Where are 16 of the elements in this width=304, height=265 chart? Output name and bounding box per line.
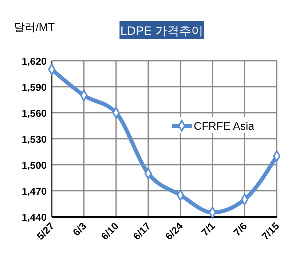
legend-label: CFRFE Asia	[194, 121, 256, 133]
x-tick-label: 7/6	[232, 221, 250, 239]
y-axis-title: 달러/MT	[14, 22, 56, 34]
y-tick-label: 1,560	[22, 109, 48, 120]
y-tick-label: 1,470	[22, 187, 48, 198]
y-tick-label: 1,500	[22, 161, 48, 172]
x-tick-label: 6/17	[132, 221, 154, 243]
chart-title: LDPE 가격추이	[120, 24, 204, 38]
y-tick-label: 1,440	[22, 213, 48, 224]
y-tick-label: 1,620	[22, 57, 48, 68]
y-tick-label: 1,590	[22, 83, 48, 94]
x-tick-label: 6/10	[100, 221, 122, 243]
x-tick-label: 6/3	[72, 221, 90, 239]
x-tick-label: 6/24	[164, 221, 186, 243]
x-tick-label: 7/1	[200, 221, 218, 239]
y-tick-label: 1,530	[22, 135, 48, 146]
